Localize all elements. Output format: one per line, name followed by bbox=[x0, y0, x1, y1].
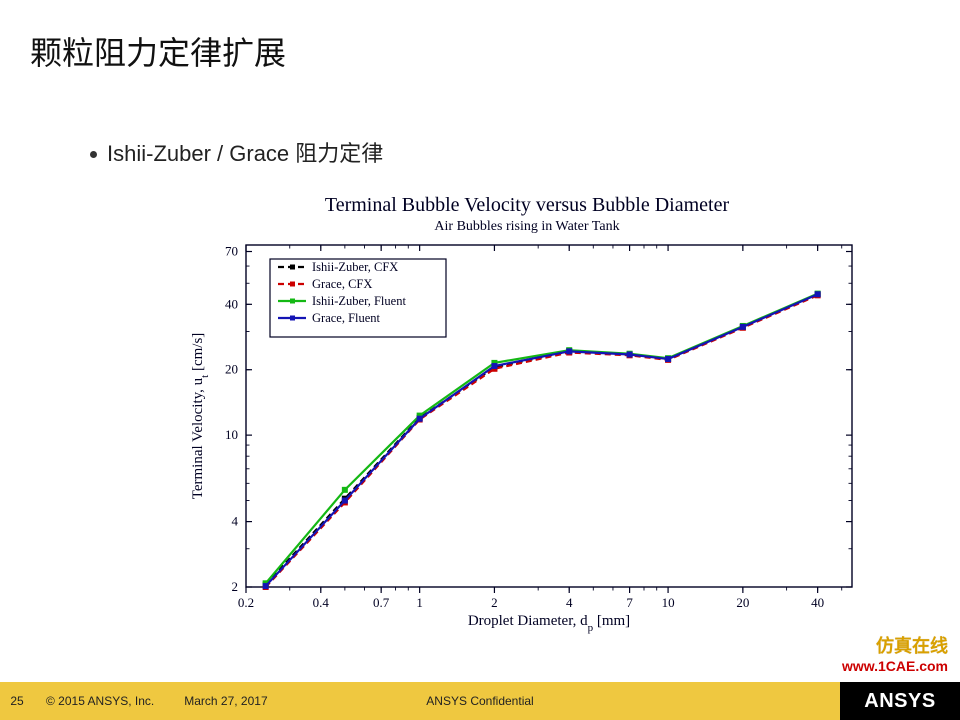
svg-text:Grace, Fluent: Grace, Fluent bbox=[312, 311, 381, 325]
bullet-row: Ishii-Zuber / Grace 阻力定律 bbox=[90, 136, 383, 168]
svg-text:40: 40 bbox=[811, 595, 824, 610]
footer-copyright: © 2015 ANSYS, Inc. bbox=[46, 694, 154, 708]
svg-text:0.2: 0.2 bbox=[238, 595, 254, 610]
footer: 25 © 2015 ANSYS, Inc. March 27, 2017 ANS… bbox=[0, 682, 960, 720]
svg-text:20: 20 bbox=[225, 362, 238, 377]
svg-text:Ishii-Zuber, Fluent: Ishii-Zuber, Fluent bbox=[312, 294, 406, 308]
svg-text:4: 4 bbox=[232, 514, 239, 529]
svg-text:70: 70 bbox=[225, 244, 238, 259]
chart-plot: 0.2 0.4 0.7 1 2 4 7 10 20 40 2 4 10 20 40 70 Droplet Dia… bbox=[184, 235, 870, 635]
svg-text:Grace, CFX: Grace, CFX bbox=[312, 277, 372, 291]
watermark: 仿真在线 www.1CAE.com bbox=[842, 632, 948, 674]
svg-text:1: 1 bbox=[416, 595, 423, 610]
svg-text:20: 20 bbox=[736, 595, 749, 610]
svg-text:0.7: 0.7 bbox=[373, 595, 390, 610]
svg-text:2: 2 bbox=[491, 595, 498, 610]
page-title: 颗粒阻力定律扩展 bbox=[30, 28, 286, 74]
svg-text:Droplet Diameter, dp [mm]: Droplet Diameter, dp [mm] bbox=[468, 613, 630, 634]
chart-svg: 0.2 0.4 0.7 1 2 4 7 10 20 40 2 4 10 20 40 70 Droplet Dia… bbox=[184, 235, 870, 635]
svg-text:4: 4 bbox=[566, 595, 573, 610]
chart-subtitle: Air Bubbles rising in Water Tank bbox=[184, 219, 870, 235]
chart-title: Terminal Bubble Velocity versus Bubble D… bbox=[184, 194, 870, 217]
ansys-logo: ANSYS bbox=[840, 682, 960, 720]
svg-text:7: 7 bbox=[626, 595, 633, 610]
svg-text:10: 10 bbox=[662, 595, 675, 610]
footer-bar: 25 © 2015 ANSYS, Inc. March 27, 2017 ANS… bbox=[0, 682, 840, 720]
svg-text:0.4: 0.4 bbox=[313, 595, 330, 610]
footer-confidential: ANSYS Confidential bbox=[426, 694, 533, 708]
bullet-text: Ishii-Zuber / Grace 阻力定律 bbox=[107, 136, 383, 168]
bullet-dot-icon bbox=[90, 151, 97, 158]
svg-text:Terminal Velocity, ut [cm/s]: Terminal Velocity, ut [cm/s] bbox=[190, 333, 211, 500]
footer-page-number: 25 bbox=[0, 694, 34, 708]
watermark-line1: 仿真在线 bbox=[842, 632, 948, 658]
svg-text:2: 2 bbox=[232, 579, 239, 594]
svg-text:Ishii-Zuber, CFX: Ishii-Zuber, CFX bbox=[312, 260, 398, 274]
svg-text:40: 40 bbox=[225, 296, 238, 311]
watermark-line2: www.1CAE.com bbox=[842, 658, 948, 674]
footer-date: March 27, 2017 bbox=[184, 694, 267, 708]
slide: 颗粒阻力定律扩展 Ishii-Zuber / Grace 阻力定律 Termin… bbox=[0, 0, 960, 720]
svg-text:10: 10 bbox=[225, 427, 238, 442]
chart: Terminal Bubble Velocity versus Bubble D… bbox=[184, 192, 870, 648]
